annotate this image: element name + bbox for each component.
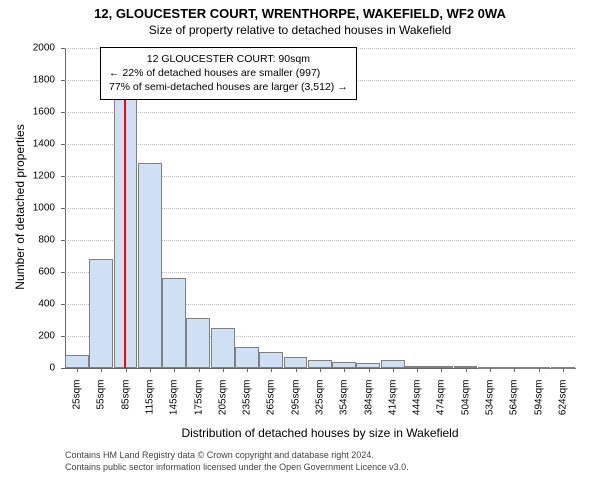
xtick-mark: [369, 368, 370, 372]
title-address: 12, GLOUCESTER COURT, WRENTHORPE, WAKEFI…: [0, 0, 600, 21]
info-box: 12 GLOUCESTER COURT: 90sqm ← 22% of deta…: [100, 47, 357, 100]
xtick-mark: [296, 368, 297, 372]
histogram-bar: [65, 355, 89, 368]
xtick-label: 115sqm: [145, 380, 156, 430]
ytick-mark: [61, 272, 65, 273]
xtick-label: 295sqm: [290, 380, 301, 430]
ytick-label: 2000: [25, 43, 55, 54]
ytick-mark: [61, 80, 65, 81]
ytick-label: 1200: [25, 171, 55, 182]
xtick-label: 354sqm: [339, 380, 350, 430]
ytick-label: 0: [25, 363, 55, 374]
ytick-label: 1400: [25, 139, 55, 150]
ytick-label: 400: [25, 299, 55, 310]
ytick-mark: [61, 336, 65, 337]
info-line-2: ← 22% of detached houses are smaller (99…: [109, 66, 348, 80]
xtick-label: 325sqm: [315, 380, 326, 430]
xtick-mark: [247, 368, 248, 372]
xtick-mark: [514, 368, 515, 372]
xtick-mark: [271, 368, 272, 372]
histogram-bar: [284, 357, 308, 368]
footer-line-2: Contains public sector information licen…: [65, 462, 409, 474]
ytick-label: 1000: [25, 203, 55, 214]
xtick-label: 25sqm: [72, 380, 83, 430]
xtick-mark: [174, 368, 175, 372]
ytick-mark: [61, 368, 65, 369]
xtick-label: 85sqm: [120, 380, 131, 430]
ytick-mark: [61, 240, 65, 241]
histogram-bar: [259, 352, 283, 368]
xtick-mark: [77, 368, 78, 372]
info-line-1: 12 GLOUCESTER COURT: 90sqm: [109, 52, 348, 66]
chart-container: 12, GLOUCESTER COURT, WRENTHORPE, WAKEFI…: [0, 0, 600, 500]
xtick-mark: [344, 368, 345, 372]
gridline: [65, 144, 575, 145]
xtick-label: 265sqm: [266, 380, 277, 430]
histogram-bar: [162, 278, 186, 368]
ytick-mark: [61, 144, 65, 145]
ytick-label: 1800: [25, 75, 55, 86]
histogram-bar: [308, 360, 332, 368]
ytick-mark: [61, 304, 65, 305]
footer-line-1: Contains HM Land Registry data © Crown c…: [65, 450, 409, 462]
xtick-label: 145sqm: [169, 380, 180, 430]
info-line-3: 77% of semi-detached houses are larger (…: [109, 80, 348, 94]
ytick-mark: [61, 176, 65, 177]
xtick-mark: [441, 368, 442, 372]
title-subtitle: Size of property relative to detached ho…: [0, 21, 600, 37]
footer-attribution: Contains HM Land Registry data © Crown c…: [65, 450, 409, 473]
histogram-bar: [186, 318, 210, 368]
ytick-label: 800: [25, 235, 55, 246]
ytick-label: 1600: [25, 107, 55, 118]
xtick-mark: [126, 368, 127, 372]
histogram-bar: [381, 360, 405, 368]
xtick-mark: [393, 368, 394, 372]
xtick-label: 564sqm: [509, 380, 520, 430]
xtick-label: 55sqm: [96, 380, 107, 430]
xtick-label: 474sqm: [436, 380, 447, 430]
xtick-label: 444sqm: [412, 380, 423, 430]
xtick-mark: [417, 368, 418, 372]
ytick-label: 200: [25, 331, 55, 342]
histogram-bar: [235, 347, 259, 368]
xtick-mark: [223, 368, 224, 372]
ytick-mark: [61, 208, 65, 209]
xtick-mark: [150, 368, 151, 372]
ytick-label: 600: [25, 267, 55, 278]
xtick-label: 504sqm: [460, 380, 471, 430]
histogram-bar: [138, 163, 162, 368]
xtick-label: 594sqm: [533, 380, 544, 430]
xtick-label: 175sqm: [193, 380, 204, 430]
gridline: [65, 112, 575, 113]
histogram-bar: [211, 328, 235, 368]
xtick-mark: [563, 368, 564, 372]
xtick-mark: [199, 368, 200, 372]
xtick-mark: [101, 368, 102, 372]
xtick-label: 624sqm: [557, 380, 568, 430]
xtick-mark: [320, 368, 321, 372]
xtick-label: 235sqm: [242, 380, 253, 430]
xtick-mark: [490, 368, 491, 372]
xtick-label: 205sqm: [217, 380, 228, 430]
xtick-label: 534sqm: [485, 380, 496, 430]
xtick-mark: [539, 368, 540, 372]
xtick-label: 384sqm: [363, 380, 374, 430]
histogram-bar: [89, 259, 113, 368]
ytick-mark: [61, 112, 65, 113]
xtick-mark: [466, 368, 467, 372]
xtick-label: 414sqm: [387, 380, 398, 430]
ytick-mark: [61, 48, 65, 49]
